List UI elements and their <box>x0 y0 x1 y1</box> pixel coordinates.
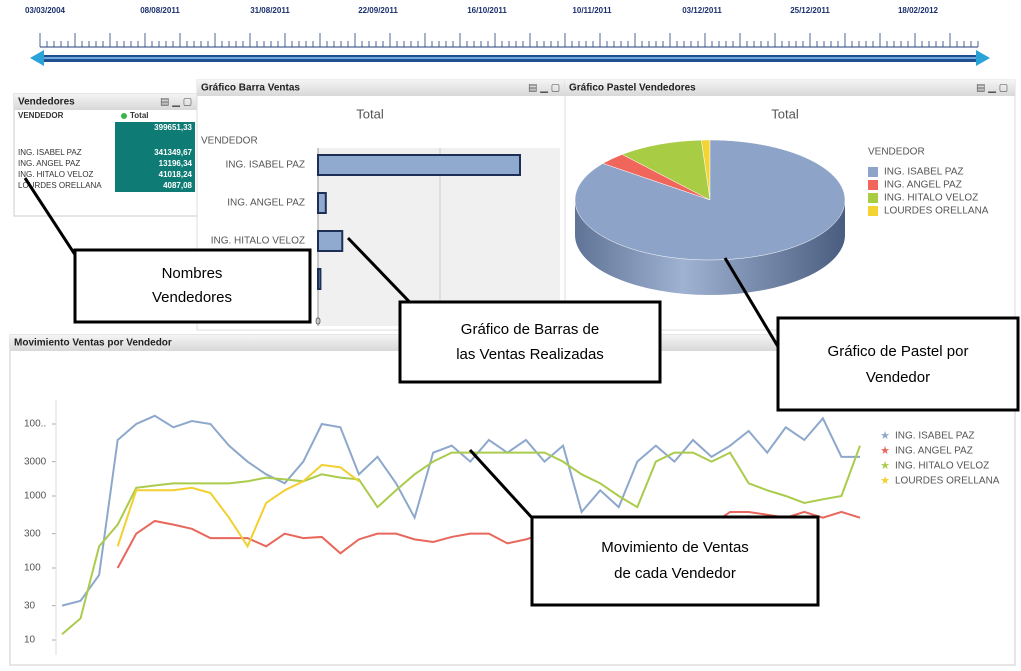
pie-header-bar <box>565 80 1015 96</box>
callout-text: Vendedores <box>152 289 232 306</box>
timeline-date: 31/08/2011 <box>250 6 290 15</box>
callout-text: Vendedor <box>866 369 930 386</box>
legend-label: ING. ANGEL PAZ <box>884 180 962 191</box>
legend-label: ING. HITALO VELOZ <box>884 193 978 204</box>
timeline-ruler: 03/03/2004 08/08/2011 31/08/2011 22/09/2011… <box>25 6 979 48</box>
total-column <box>115 122 195 192</box>
timeline-date: 08/08/2011 <box>140 6 180 15</box>
timeline-date: 18/02/2012 <box>898 6 939 15</box>
y-tick-label: 300 <box>24 528 41 539</box>
table-title: Vendedores <box>18 97 75 108</box>
y-tick-label: 3000 <box>24 456 47 467</box>
bar-header-bar <box>197 80 565 96</box>
vendor-name: ING. ISABEL PAZ <box>18 148 82 157</box>
vendor-name: ING. ANGEL PAZ <box>18 159 80 168</box>
legend-marker: ★ <box>880 475 890 487</box>
legend-marker: ★ <box>880 430 890 442</box>
bar-plot-area <box>318 148 560 326</box>
callout-text: Gráfico de Pastel por <box>828 343 969 360</box>
timeline-date: 03/12/2011 <box>682 6 722 15</box>
callout-box <box>73 248 312 324</box>
x-tick-label: 0 <box>315 317 321 328</box>
legend-label: ING. HITALO VELOZ <box>895 461 989 472</box>
bar-chart-title: Total <box>356 106 384 121</box>
panel-icons[interactable]: ▤ ▁ ▢ <box>528 83 560 94</box>
legend-swatch <box>868 167 878 177</box>
column-header: Total <box>130 111 149 120</box>
callout-pointer <box>723 257 782 351</box>
pie-slice <box>621 139 711 201</box>
callout-box <box>530 515 820 607</box>
pie-legend-title: VENDEDOR <box>868 147 925 158</box>
bar <box>317 154 521 176</box>
bar <box>317 268 322 290</box>
vendor-total: 41018,24 <box>159 170 193 179</box>
legend-label: ING. ANGEL PAZ <box>895 446 973 457</box>
bar-category-label: ING. ANGEL PAZ <box>227 198 305 209</box>
y-tick-label: 100.. <box>24 419 46 430</box>
grand-total: 399651,33 <box>154 123 192 132</box>
callout-text: Nombres <box>162 265 223 282</box>
callout-box <box>398 300 662 384</box>
y-tick-label: 100 <box>24 563 41 574</box>
legend-label: ING. ISABEL PAZ <box>895 431 974 442</box>
timeline-date: 22/09/2011 <box>358 6 398 15</box>
series-line <box>61 414 860 607</box>
callouts <box>23 177 1020 607</box>
vendor-total: 341349,67 <box>154 148 192 157</box>
sort-indicator <box>121 113 127 119</box>
table-header-bar <box>14 94 197 110</box>
timeline-date: 03/03/2004 <box>25 6 66 15</box>
series-line <box>61 445 861 636</box>
vendor-name: ING. HITALO VELOZ <box>18 170 94 179</box>
legend-marker: ★ <box>880 445 890 457</box>
slider-left-arrow[interactable] <box>30 50 44 66</box>
bar-category-label: ING. HITALO VELOZ <box>211 236 305 247</box>
bar-panel-title: Gráfico Barra Ventas <box>201 83 300 94</box>
legend-label: ING. ISABEL PAZ <box>884 167 963 178</box>
callout-box <box>776 316 1020 412</box>
y-tick-label: 10 <box>24 635 36 646</box>
y-tick-label: 1000 <box>24 491 47 502</box>
bar-axis-label: VENDEDOR <box>201 136 258 147</box>
bar-category-label: ING. ISABEL PAZ <box>226 160 305 171</box>
vendor-name: LOURDES ORELLANA <box>18 181 102 190</box>
bar <box>317 192 327 214</box>
legend-marker: ★ <box>880 460 890 472</box>
callout-text: Gráfico de Barras de <box>461 321 599 338</box>
panel-icons[interactable]: ▤ ▁ ▢ <box>976 83 1008 94</box>
vendor-total: 13196,34 <box>159 159 193 168</box>
line-panel-title: Movimiento Ventas por Vendedor <box>14 338 172 349</box>
pie-panel-title: Gráfico Pastel Vendedores <box>569 83 696 94</box>
callout-text: de cada Vendedor <box>614 565 736 582</box>
timeline-date: 25/12/2011 <box>790 6 830 15</box>
pie-slice <box>574 139 846 261</box>
timeline-date: 16/10/2011 <box>467 6 507 15</box>
legend-swatch <box>868 206 878 216</box>
vendor-total: 4087,08 <box>163 181 192 190</box>
column-header: VENDEDOR <box>18 111 64 120</box>
legend-label: LOURDES ORELLANA <box>895 476 1000 487</box>
timeline-slider-shine <box>42 57 977 59</box>
slider-right-arrow[interactable] <box>976 50 990 66</box>
pie-chart-title: Total <box>771 106 799 121</box>
legend-label: LOURDES ORELLANA <box>884 206 989 217</box>
series-line <box>116 463 360 549</box>
panel-icons[interactable]: ▤ ▁ ▢ <box>160 97 192 108</box>
legend-swatch <box>868 180 878 190</box>
y-tick-label: 30 <box>24 600 36 611</box>
bar <box>317 230 344 252</box>
legend-swatch <box>868 193 878 203</box>
callout-text: las Ventas Realizadas <box>456 346 604 363</box>
callout-text: Movimiento de Ventas <box>601 539 749 556</box>
timeline-date: 10/11/2011 <box>572 6 612 15</box>
